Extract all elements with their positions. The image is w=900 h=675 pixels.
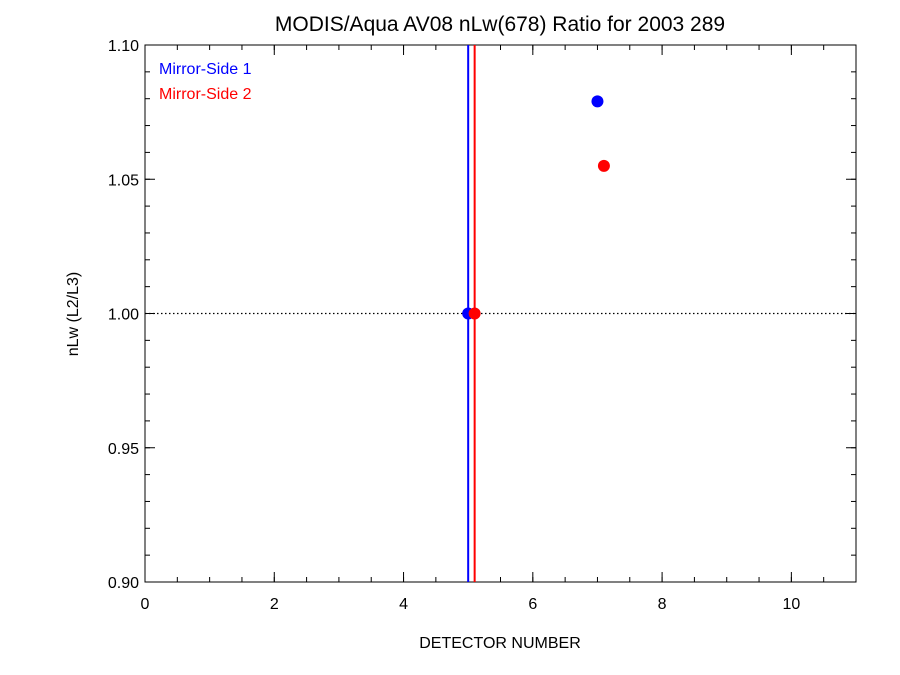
y-tick-label: 0.90 [108, 575, 139, 592]
series-2-point [597, 159, 610, 172]
y-tick-label: 1.00 [108, 307, 139, 324]
plot-area: 0 2 4 6 8 10 0.90 0.95 1.00 1.05 1.10 Mirror-Side 1… [108, 38, 857, 613]
y-tick-label: 1.05 [108, 172, 139, 189]
x-tick-label: 4 [399, 596, 408, 613]
x-axis-label: DETECTOR NUMBER [419, 635, 581, 652]
x-tick-label: 2 [270, 596, 279, 613]
chart-title: MODIS/Aqua AV08 nLw(678) Ratio for 2003 … [275, 13, 725, 36]
x-tick-label: 0 [141, 596, 150, 613]
y-axis-label: nLw (L2/L3) [65, 272, 82, 357]
legend-entry-2: Mirror-Side 2 [159, 86, 252, 103]
series-1-point [591, 95, 604, 108]
y-tick-label: 1.10 [108, 38, 139, 55]
legend-entry-1: Mirror-Side 1 [159, 61, 252, 78]
x-tick-label: 8 [658, 596, 667, 613]
y-tick-label: 0.95 [108, 441, 139, 458]
x-tick-label: 6 [528, 596, 537, 613]
series-2-point [468, 307, 481, 320]
x-tick-label: 10 [782, 596, 800, 613]
